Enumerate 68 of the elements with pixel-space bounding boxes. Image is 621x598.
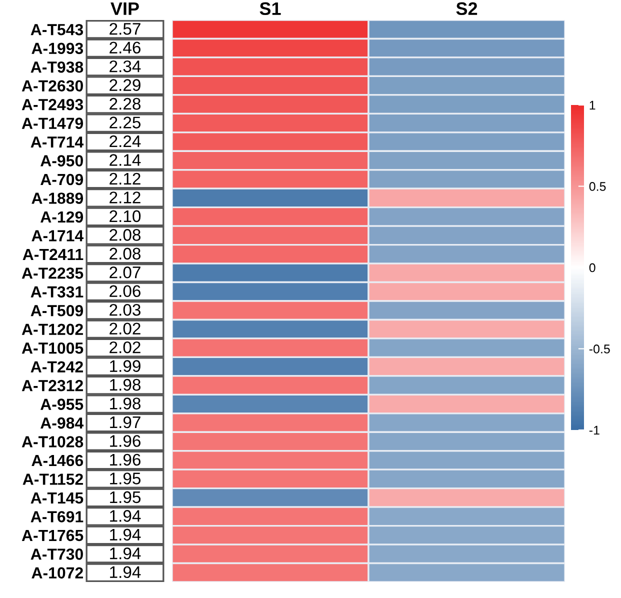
y-tick-label: A-T1479 xyxy=(22,118,84,129)
color-bar-label: 0.5 xyxy=(589,182,606,191)
y-tick-label: A-1714 xyxy=(32,230,84,242)
x-tick-label: VIP xyxy=(110,2,139,15)
text: 2.02 xyxy=(110,322,140,335)
y-tick-label: A-950 xyxy=(40,155,83,166)
y-tick-label: A-955 xyxy=(40,398,84,410)
text: 2.34 xyxy=(110,60,141,72)
text: 1.97 xyxy=(110,416,140,428)
y-tick-label: A-T242 xyxy=(30,361,83,372)
y-tick-label: A-1993 xyxy=(32,42,84,54)
text: 2.12 xyxy=(110,172,140,184)
y-tick-label: A-T1152 xyxy=(22,474,83,485)
y-tick-label: A-T145 xyxy=(30,492,84,504)
text: 2.57 xyxy=(110,22,140,35)
text: 2.03 xyxy=(110,304,140,316)
y-tick-label: A-T331 xyxy=(30,286,84,298)
x-tick-label: S2 xyxy=(456,2,478,16)
text: 2.12 xyxy=(110,192,140,204)
text: 1.95 xyxy=(110,472,141,484)
y-tick-label: A-1466 xyxy=(32,454,84,466)
text: 2.28 xyxy=(110,98,140,110)
y-tick-label: A-T1765 xyxy=(22,530,84,542)
y-tick-label: A-T2411 xyxy=(22,248,84,260)
text: 1.95 xyxy=(110,491,141,504)
text: 1.96 xyxy=(110,435,140,447)
text: 1.98 xyxy=(110,398,140,410)
text: 2.02 xyxy=(110,341,140,354)
y-tick-label: A-T691 xyxy=(30,511,84,522)
text: 1.94 xyxy=(110,548,141,560)
text: 1.96 xyxy=(110,454,140,466)
text: 2.08 xyxy=(110,248,140,260)
y-tick-label: A-129 xyxy=(40,211,84,223)
y-tick-label: A-984 xyxy=(40,417,84,429)
text: 2.14 xyxy=(110,154,141,166)
text: 2.07 xyxy=(110,266,140,278)
x-tick-label: S1 xyxy=(260,2,281,16)
y-tick-label: A-T2493 xyxy=(22,98,84,110)
y-tick-label: A-T2630 xyxy=(22,80,83,92)
text: 2.06 xyxy=(110,285,140,298)
color-bar-label: 1 xyxy=(590,100,596,110)
text: 1.94 xyxy=(110,566,141,578)
y-tick-label: A-T543 xyxy=(30,24,84,36)
color-bar-label: -1 xyxy=(589,426,600,435)
color-bar-label: -0.5 xyxy=(589,344,610,354)
y-tick-label: A-709 xyxy=(40,174,84,186)
text: 1.94 xyxy=(110,528,141,541)
y-tick-label: A-T1202 xyxy=(22,324,83,336)
y-tick-label: A-T938 xyxy=(30,61,84,73)
y-tick-label: A-T509 xyxy=(30,305,84,316)
text: 1.94 xyxy=(110,510,141,522)
text: 2.24 xyxy=(110,135,141,148)
text: 2.46 xyxy=(110,42,140,54)
text: 2.29 xyxy=(110,79,140,91)
color-bar-label: 0 xyxy=(589,263,596,272)
y-tick-label: A-T2312 xyxy=(22,380,83,392)
text: 2.25 xyxy=(110,116,141,128)
y-tick-label: A-T1028 xyxy=(22,436,84,448)
text: 2.08 xyxy=(110,229,140,241)
text: 2.10 xyxy=(110,210,141,222)
y-tick-label: A-1072 xyxy=(32,567,83,579)
y-tick-label: A-T714 xyxy=(30,136,84,148)
text: 1.98 xyxy=(110,378,140,391)
y-tick-label: A-T730 xyxy=(30,548,83,560)
y-tick-label: A-T2235 xyxy=(22,268,84,279)
y-tick-label: A-T1005 xyxy=(22,342,84,354)
text: 1.99 xyxy=(110,360,140,372)
y-tick-label: A-1889 xyxy=(32,192,84,204)
